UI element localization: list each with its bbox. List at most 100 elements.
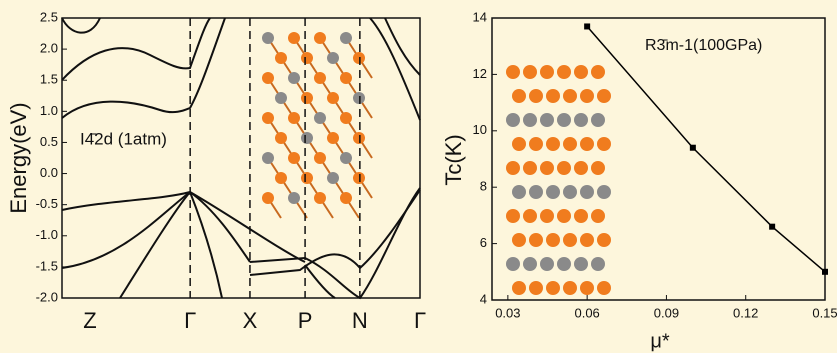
atom xyxy=(314,192,326,204)
atom xyxy=(591,161,605,175)
atom xyxy=(523,161,537,175)
atom xyxy=(353,52,365,64)
atom xyxy=(580,281,594,295)
y-tick-label: 6 xyxy=(480,235,487,250)
atom xyxy=(288,152,300,164)
atom xyxy=(340,152,352,164)
atom xyxy=(275,172,287,184)
atom xyxy=(262,32,274,44)
atom xyxy=(275,92,287,104)
atom xyxy=(288,32,300,44)
atom xyxy=(574,209,588,223)
y-tick-label: 2.0 xyxy=(40,41,58,56)
atom xyxy=(597,233,611,247)
atom xyxy=(523,113,537,127)
atom xyxy=(557,257,571,271)
atom xyxy=(523,209,537,223)
atom xyxy=(591,65,605,79)
atom xyxy=(353,172,365,184)
atom xyxy=(563,89,577,103)
y-tick-label: -1.0 xyxy=(36,227,58,242)
figure: I4̄2d (1atm) Energy(eV) R3̄m-1(100GPa) T… xyxy=(0,0,837,353)
y-tick-label: -0.5 xyxy=(36,196,58,211)
y-tick-label: 1.0 xyxy=(40,103,58,118)
atom xyxy=(574,113,588,127)
atom xyxy=(540,161,554,175)
atom xyxy=(506,65,520,79)
y-tick-label: 0.5 xyxy=(40,134,58,149)
atom xyxy=(597,89,611,103)
atom xyxy=(523,257,537,271)
atom xyxy=(574,65,588,79)
atom xyxy=(314,32,326,44)
y-tick-label: 0.0 xyxy=(40,165,58,180)
x-tick-label: 0.03 xyxy=(495,305,520,320)
data-point xyxy=(769,224,775,230)
atom xyxy=(506,209,520,223)
atom xyxy=(557,209,571,223)
atom xyxy=(275,52,287,64)
atom xyxy=(591,209,605,223)
x-tick-label: Γ xyxy=(184,308,196,333)
atom xyxy=(506,257,520,271)
atom xyxy=(557,113,571,127)
atom xyxy=(580,89,594,103)
atom xyxy=(353,92,365,104)
atom xyxy=(340,72,352,84)
atom xyxy=(546,281,560,295)
atom xyxy=(327,92,339,104)
x-tick-label: 0.06 xyxy=(574,305,599,320)
x-tick-label: 0.12 xyxy=(733,305,758,320)
atom xyxy=(327,132,339,144)
atom xyxy=(327,52,339,64)
x-tick-label: 0.15 xyxy=(812,305,837,320)
atom xyxy=(340,112,352,124)
atom xyxy=(563,281,577,295)
atom xyxy=(591,113,605,127)
atom xyxy=(557,65,571,79)
data-point xyxy=(690,145,696,151)
atom xyxy=(540,65,554,79)
y-axis-label: Tc(K) xyxy=(441,134,466,185)
y-tick-label: 10 xyxy=(473,122,487,137)
atom xyxy=(512,185,526,199)
x-axis-label: μ* xyxy=(650,330,670,352)
atom xyxy=(288,192,300,204)
atom xyxy=(597,281,611,295)
atom xyxy=(512,89,526,103)
atom xyxy=(557,161,571,175)
atom xyxy=(546,137,560,151)
data-point xyxy=(822,269,828,275)
y-tick-label: -1.5 xyxy=(36,258,58,273)
x-tick-label: 0.09 xyxy=(654,305,679,320)
y-tick-label: 2.5 xyxy=(40,9,58,24)
y-axis-label: Energy(eV) xyxy=(6,102,31,213)
atom xyxy=(529,89,543,103)
atom xyxy=(512,233,526,247)
atom xyxy=(546,185,560,199)
atom xyxy=(563,233,577,247)
atom xyxy=(574,257,588,271)
atom xyxy=(540,113,554,127)
atom xyxy=(529,185,543,199)
atom xyxy=(288,72,300,84)
atom xyxy=(262,152,274,164)
y-tick-label: -2.0 xyxy=(36,289,58,304)
y-tick-label: 12 xyxy=(473,66,487,81)
atom xyxy=(529,233,543,247)
atom xyxy=(506,161,520,175)
atom xyxy=(262,192,274,204)
atom xyxy=(301,92,313,104)
x-tick-label: Γ xyxy=(414,308,426,333)
atom xyxy=(529,137,543,151)
data-point xyxy=(584,23,590,29)
atom xyxy=(580,185,594,199)
atom xyxy=(340,32,352,44)
x-tick-label: P xyxy=(298,308,313,333)
atom xyxy=(546,233,560,247)
atom xyxy=(301,172,313,184)
annotation: I4̄2d (1atm) xyxy=(80,129,167,148)
atom xyxy=(314,112,326,124)
y-tick-label: 1.5 xyxy=(40,72,58,87)
atom xyxy=(591,257,605,271)
